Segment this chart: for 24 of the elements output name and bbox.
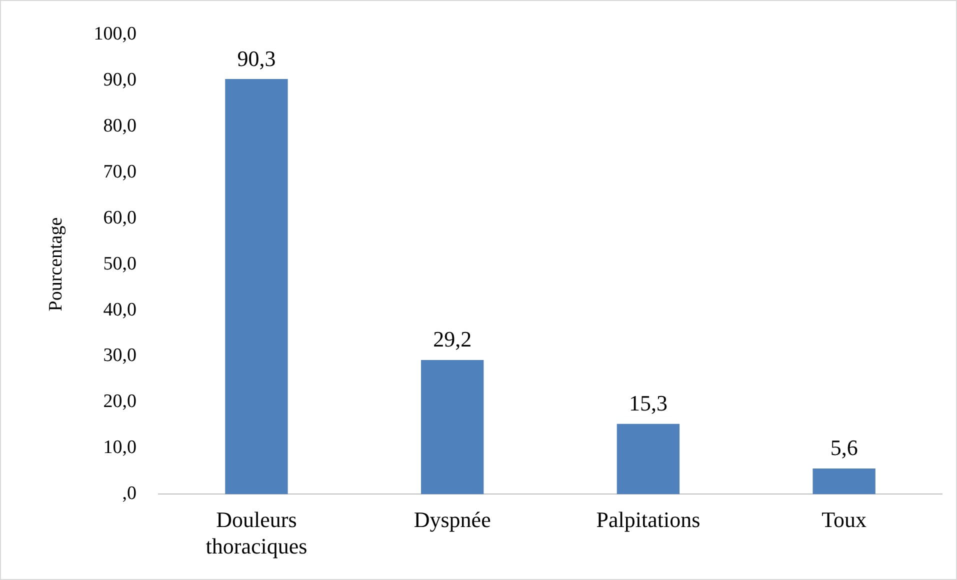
bar	[616, 424, 680, 494]
y-tick-label: 60,0	[103, 207, 137, 228]
x-tick-label: Toux	[822, 507, 867, 532]
bar	[225, 79, 288, 494]
data-label: 29,2	[433, 326, 472, 352]
x-tick-label: Palpitations	[596, 507, 700, 532]
y-tick-label: ,0	[122, 483, 137, 504]
y-tick-label: 10,0	[103, 437, 137, 458]
data-label: 15,3	[628, 390, 668, 416]
y-tick-label: 100,0	[94, 23, 137, 44]
y-tick-label: 30,0	[103, 345, 137, 366]
data-label: 5,6	[830, 435, 858, 460]
y-tick-label: 20,0	[103, 391, 137, 412]
y-tick-label: 90,0	[103, 69, 137, 90]
x-tick-label: Dyspnée	[414, 507, 491, 532]
y-tick-label: 80,0	[103, 115, 137, 136]
y-tick-label: 40,0	[103, 299, 137, 320]
y-tick-label: 70,0	[103, 161, 137, 182]
data-label: 90,3	[237, 46, 276, 71]
y-axis-title: Pourcentage	[45, 217, 66, 312]
y-tick-label: 50,0	[103, 253, 137, 274]
bar	[421, 360, 484, 494]
bar	[812, 468, 876, 494]
x-tick-label: Douleurs thoraciques	[206, 507, 308, 559]
